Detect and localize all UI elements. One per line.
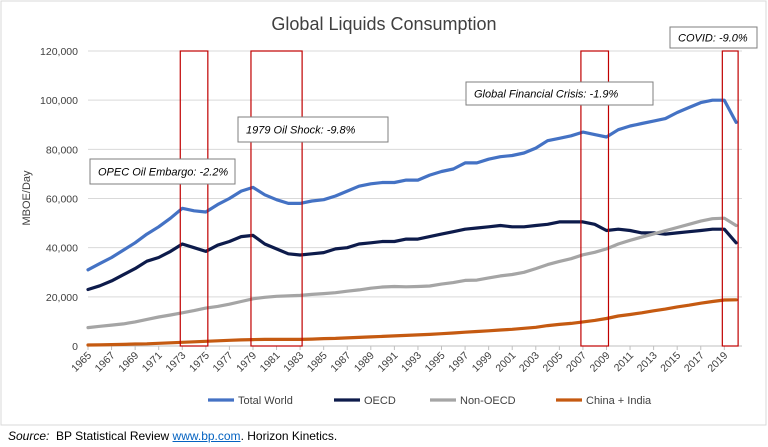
- highlight-periods: [179, 50, 739, 347]
- legend: Total World OECD Non-OECD China + India: [208, 395, 652, 407]
- legend-label: Non-OECD: [460, 395, 516, 407]
- source-text: BP Statistical Review: [56, 429, 170, 443]
- annotation-box: [465, 81, 654, 106]
- chart-title: Global Liquids Consumption: [271, 14, 496, 34]
- annotation-label: OPEC Oil Embargo: -2.2%: [98, 167, 228, 179]
- y-tick-label: 60,000: [46, 194, 78, 206]
- source-suffix: . Horizon Kinetics.: [240, 429, 338, 443]
- series-line-non-oecd: [86, 216, 738, 330]
- highlight-box: [721, 50, 739, 347]
- series-line-china-india: [86, 298, 738, 347]
- legend-label: Total World: [238, 395, 293, 407]
- highlight-box: [250, 50, 303, 347]
- series-line-oecd: [86, 220, 738, 292]
- annotation-box: [89, 158, 236, 185]
- annotations: OPEC Oil Embargo: -2.2% 1979 Oil Shock: -…: [89, 26, 758, 185]
- y-tick-label: 120,000: [40, 46, 78, 58]
- source-label: Source:: [8, 429, 50, 443]
- y-axis-title: MBOE/Day: [21, 170, 33, 226]
- chart-area: Global Liquids Consumption 0 20,000 40,000…: [0, 0, 767, 426]
- source-link[interactable]: www.bp.com: [172, 429, 241, 443]
- annotation-label: COVID: -9.0%: [678, 33, 748, 45]
- y-axis-ticks: 0 20,000 40,000 60,000 80,000 100,000 120,000: [40, 46, 78, 353]
- annotation-box: [237, 116, 389, 143]
- y-tick-label: 20,000: [46, 292, 78, 304]
- highlight-box: [179, 50, 209, 347]
- legend-label: OECD: [364, 395, 396, 407]
- source-note: Source: BP Statistical Review www.bp.com…: [8, 429, 337, 443]
- series-line-total-world: [86, 98, 738, 272]
- annotation-box: [669, 26, 758, 49]
- series-lines: [86, 98, 738, 347]
- highlight-box: [580, 50, 610, 347]
- y-tick-label: 100,000: [40, 95, 78, 107]
- annotation-label: 1979 Oil Shock: -9.8%: [246, 125, 356, 137]
- legend-label: China + India: [586, 395, 652, 407]
- y-tick-label: 80,000: [46, 144, 78, 156]
- y-tick-label: 0: [72, 341, 78, 353]
- y-tick-label: 40,000: [46, 243, 78, 255]
- annotation-label: Global Financial Crisis: -1.9%: [474, 89, 618, 101]
